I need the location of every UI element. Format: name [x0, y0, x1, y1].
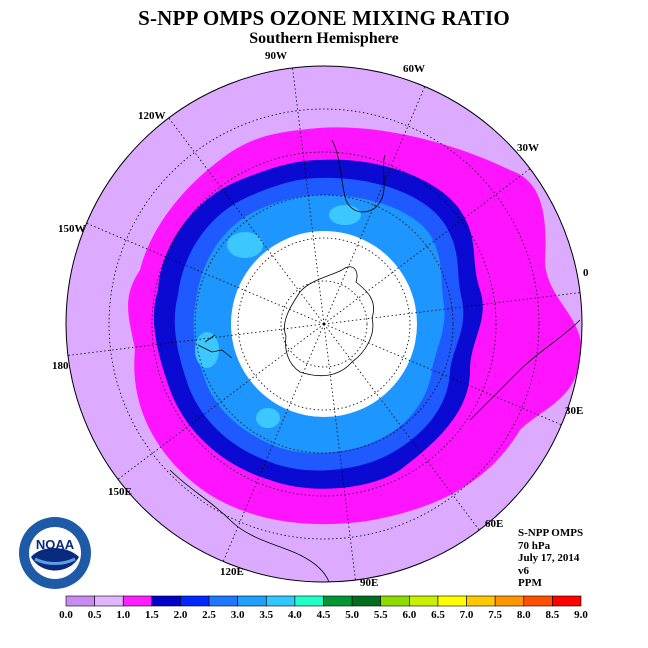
meridian-line: [292, 67, 325, 325]
latitude-circle: [280, 280, 368, 368]
colorbar-tick: 4.5: [316, 609, 331, 621]
longitude-label: 30W: [517, 142, 539, 154]
meridian-line: [323, 323, 356, 581]
colorbar-tick: 5.0: [345, 609, 359, 621]
colorbar-swatch: [94, 595, 124, 607]
colorbar-swatch: [494, 595, 525, 607]
colorbar-tick: 4.0: [288, 609, 302, 621]
light-blue-patch: [227, 232, 263, 258]
colorbar-tick: 6.0: [402, 609, 417, 621]
longitude-label: 30E: [565, 405, 584, 417]
colorbar-tick: 9.0: [574, 609, 588, 621]
colorbar-swatch: [466, 595, 496, 607]
colorbar-tick: 0.5: [87, 609, 102, 621]
colorbar-swatch: [65, 595, 95, 607]
longitude-label: 120E: [220, 566, 244, 578]
graticule: [67, 67, 581, 581]
longitude-label: 60E: [485, 518, 504, 530]
longitude-label: 150E: [108, 486, 132, 498]
light-blue-patch: [256, 408, 280, 428]
map-title: S-NPP OMPS OZONE MIXING RATIO: [138, 6, 510, 30]
light-blue-patch: [195, 332, 219, 368]
colorbar-tick: 8.0: [516, 609, 531, 621]
info-instrument: S-NPP OMPS: [518, 527, 584, 539]
colorbar-swatch: [151, 595, 181, 607]
australia-coastline: [169, 469, 332, 582]
colorbar-tick: 6.5: [431, 609, 445, 621]
longitude-label: 150W: [58, 223, 86, 235]
noaa-logo: NOAA: [19, 517, 91, 589]
info-panel: S-NPP OMPS 70 hPa July 17, 2014 v6 PPM: [518, 527, 583, 590]
colorbar-tick: 2.0: [173, 609, 188, 621]
colorbar-swatch: [237, 595, 267, 607]
colorbar-tick: 2.5: [202, 609, 216, 621]
longitude-label: 120W: [138, 110, 166, 122]
colorbar-tick: 5.5: [373, 609, 388, 621]
meridian-line: [323, 323, 480, 531]
colorbar-swatch: [122, 595, 153, 607]
colorbar-swatch: [409, 595, 439, 607]
new-zealand-coastline: [197, 334, 233, 359]
colorbar-swatch: [180, 595, 210, 607]
colorbar-tick: 3.0: [230, 609, 245, 621]
colorbar-tick: 1.0: [116, 609, 131, 621]
colorbar-swatch: [208, 595, 238, 607]
colorbar-tick: 0.0: [59, 609, 73, 621]
colorbar-tick: 3.5: [259, 609, 274, 621]
meridian-line: [117, 323, 325, 480]
colorbar-tick: 7.0: [459, 609, 474, 621]
colorbar-tick: 8.5: [545, 609, 560, 621]
map-boundary: [65, 65, 583, 583]
longitude-label: 60W: [403, 63, 425, 75]
colorbar-swatch: [323, 595, 353, 607]
light-blue-patch: [329, 205, 361, 225]
colorbar-swatch: [437, 595, 467, 607]
svg-text:NOAA: NOAA: [36, 537, 75, 552]
meridian-line: [222, 323, 325, 562]
colorbar-swatch: [351, 595, 382, 607]
meridian-line: [323, 323, 562, 426]
latitude-circle: [194, 194, 454, 454]
south-america-coastline: [331, 139, 386, 213]
meridian-line: [323, 168, 531, 325]
colorbar-swatch: [294, 595, 324, 607]
colorbar-tick: 7.5: [488, 609, 503, 621]
colorbar-swatch: [552, 595, 582, 607]
colorbar-tick: 1.5: [144, 609, 159, 621]
info-date: July 17, 2014: [518, 552, 580, 564]
colorbar-swatch: [265, 595, 296, 607]
info-level: 70 hPa: [518, 539, 551, 552]
info-version: v6: [518, 564, 529, 577]
latitude-circle: [108, 108, 540, 540]
longitude-label: 180: [52, 360, 69, 372]
longitude-label: 0: [583, 267, 589, 279]
latitude-circle: [151, 151, 497, 497]
longitude-label: 90E: [360, 577, 379, 589]
colorbar-swatch: [523, 595, 553, 607]
antarctica-coastline: [284, 266, 374, 377]
info-units: PPM: [518, 577, 542, 589]
map-subtitle: Southern Hemisphere: [249, 30, 399, 47]
latitude-circle: [237, 237, 411, 411]
colorbar-swatch: [380, 595, 410, 607]
africa-coastline: [469, 319, 581, 421]
meridian-line: [323, 86, 426, 325]
meridian-line: [323, 292, 581, 325]
longitude-label: 90W: [265, 50, 287, 62]
